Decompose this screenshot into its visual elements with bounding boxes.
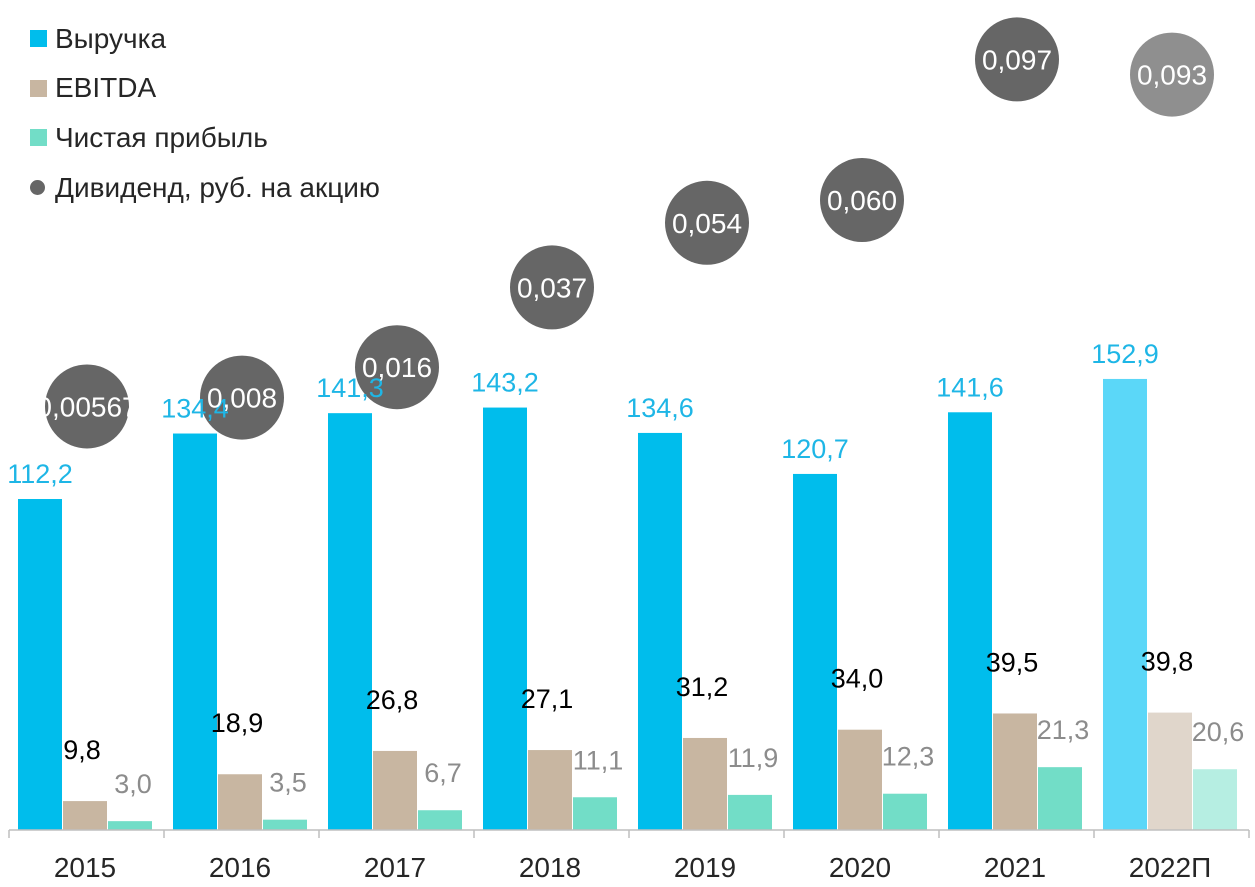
bar-revenue-2019: [638, 432, 682, 830]
data-label-revenue-2018: 143,2: [471, 368, 539, 398]
bar-revenue-2018: [483, 407, 527, 830]
bar-net-profit-2020: [883, 793, 927, 830]
data-label-revenue-2020: 120,7: [781, 434, 849, 464]
bar-ebitda-2015: [63, 801, 107, 830]
data-label-dividend-2022П: 0,093: [1137, 60, 1207, 91]
x-tick-label-2020: 2020: [829, 852, 891, 883]
data-label-ebitda-2019: 31,2: [676, 672, 729, 702]
data-label-ebitda-2021: 39,5: [986, 647, 1039, 677]
data-label-dividend-2018: 0,037: [517, 272, 587, 303]
legend-swatch-net-profit: [30, 129, 47, 147]
bar-ebitda-2016: [218, 774, 262, 830]
data-label-dividend-2016: 0,008: [207, 383, 277, 414]
bar-revenue-2016: [173, 433, 217, 830]
data-label-net-profit-2019: 11,9: [728, 743, 779, 773]
bar-net-profit-2015: [108, 821, 152, 830]
dividend-bubble-2017: [355, 325, 439, 410]
x-tick-label-2018: 2018: [519, 852, 581, 883]
data-label-dividend-2015: 0,00567: [36, 391, 137, 422]
bar-ebitda-2019: [683, 737, 727, 830]
bar-revenue-2015: [18, 499, 62, 830]
legend-label-net-profit: Чистая прибыль: [55, 121, 268, 153]
bar-net-profit-2022П: [1193, 769, 1237, 830]
data-label-ebitda-2018: 27,1: [521, 684, 574, 714]
data-label-ebitda-2017: 26,8: [366, 685, 419, 715]
bar-ebitda-2017: [373, 750, 417, 830]
bar-net-profit-2021: [1038, 767, 1082, 830]
legend-item-net-profit: Чистая прибыль: [30, 113, 380, 163]
dividend-bubble-2016: [200, 355, 284, 440]
data-label-net-profit-2015: 3,0: [114, 769, 152, 799]
data-label-net-profit-2018: 11,1: [573, 745, 624, 775]
data-label-revenue-2019: 134,6: [626, 393, 694, 423]
bar-ebitda-2022П: [1148, 712, 1192, 830]
legend-item-revenue: Выручка: [30, 14, 380, 64]
x-tick-label-2021: 2021: [984, 852, 1046, 883]
dividend-bubble-2022П: [1130, 32, 1214, 117]
data-label-net-profit-2021: 21,3: [1037, 715, 1090, 745]
data-label-revenue-2017: 141,3: [316, 373, 384, 403]
dividend-bubble-2020: [820, 158, 904, 242]
dividend-bubble-2015: [45, 364, 129, 449]
x-tick-label-2015: 2015: [54, 852, 116, 883]
bar-net-profit-2019: [728, 794, 772, 830]
bar-ebitda-2018: [528, 750, 572, 830]
legend-label-revenue: Выручка: [55, 22, 167, 54]
legend-swatch-revenue: [30, 30, 47, 48]
bar-revenue-2017: [328, 413, 372, 830]
bar-net-profit-2016: [263, 819, 307, 830]
bar-ebitda-2021: [993, 713, 1037, 830]
data-label-dividend-2017: 0,016: [362, 352, 432, 383]
data-label-dividend-2021: 0,097: [982, 44, 1052, 75]
data-label-ebitda-2015: 9,8: [63, 735, 101, 765]
x-tick-label-2022П: 2022П: [1129, 852, 1211, 883]
dividend-bubble-2019: [665, 180, 749, 265]
legend-item-dividend: Дивиденд, руб. на акцию: [30, 163, 380, 213]
bar-ebitda-2020: [838, 729, 882, 830]
data-label-net-profit-2020: 12,3: [882, 742, 935, 772]
bar-series: [18, 378, 1237, 830]
legend-swatch-ebitda: [30, 79, 47, 97]
dividend-bubble-2018: [510, 245, 594, 330]
x-tick-label-2016: 2016: [209, 852, 271, 883]
bar-net-profit-2018: [573, 797, 617, 830]
legend-label-dividend: Дивиденд, руб. на акцию: [55, 171, 380, 203]
data-label-net-profit-2016: 3,5: [269, 768, 307, 798]
x-tick-label-2019: 2019: [674, 852, 736, 883]
data-label-ebitda-2016: 18,9: [211, 708, 264, 738]
data-label-revenue-2016: 134,4: [161, 394, 229, 424]
data-label-revenue-2021: 141,6: [936, 372, 1004, 402]
dividend-bubble-2021: [975, 17, 1059, 102]
data-label-dividend-2020: 0,060: [827, 185, 897, 216]
legend-marker-dividend: [30, 180, 45, 196]
dividend-bubbles: [45, 17, 1214, 449]
bar-revenue-2021: [948, 412, 992, 830]
bar-revenue-2022П: [1103, 378, 1147, 830]
legend-label-ebitda: EBITDA: [55, 72, 157, 104]
legend-item-ebitda: EBITDA: [30, 64, 380, 114]
bar-revenue-2020: [793, 473, 837, 830]
x-axis: 2015 2016 2017 2018 2019 2020 2021 2022П: [8, 829, 1250, 883]
x-tick-label-2017: 2017: [364, 852, 426, 883]
bar-net-profit-2017: [418, 810, 462, 830]
data-label-revenue-2015: 112,2: [7, 459, 73, 489]
data-label-ebitda-2022П: 39,8: [1141, 647, 1194, 677]
data-label-net-profit-2022П: 20,6: [1192, 717, 1245, 747]
data-label-net-profit-2017: 6,7: [424, 758, 462, 788]
data-label-revenue-2022П: 152,9: [1091, 339, 1159, 369]
data-labels: 112,2 9,8 3,0 0,00567 134,4 18,93,5 0,008 141,3…: [7, 44, 1244, 799]
data-label-ebitda-2020: 34,0: [831, 664, 884, 694]
data-label-dividend-2019: 0,054: [672, 208, 742, 239]
legend: Выручка EBITDA Чистая прибыль Дивиденд, …: [30, 14, 380, 212]
